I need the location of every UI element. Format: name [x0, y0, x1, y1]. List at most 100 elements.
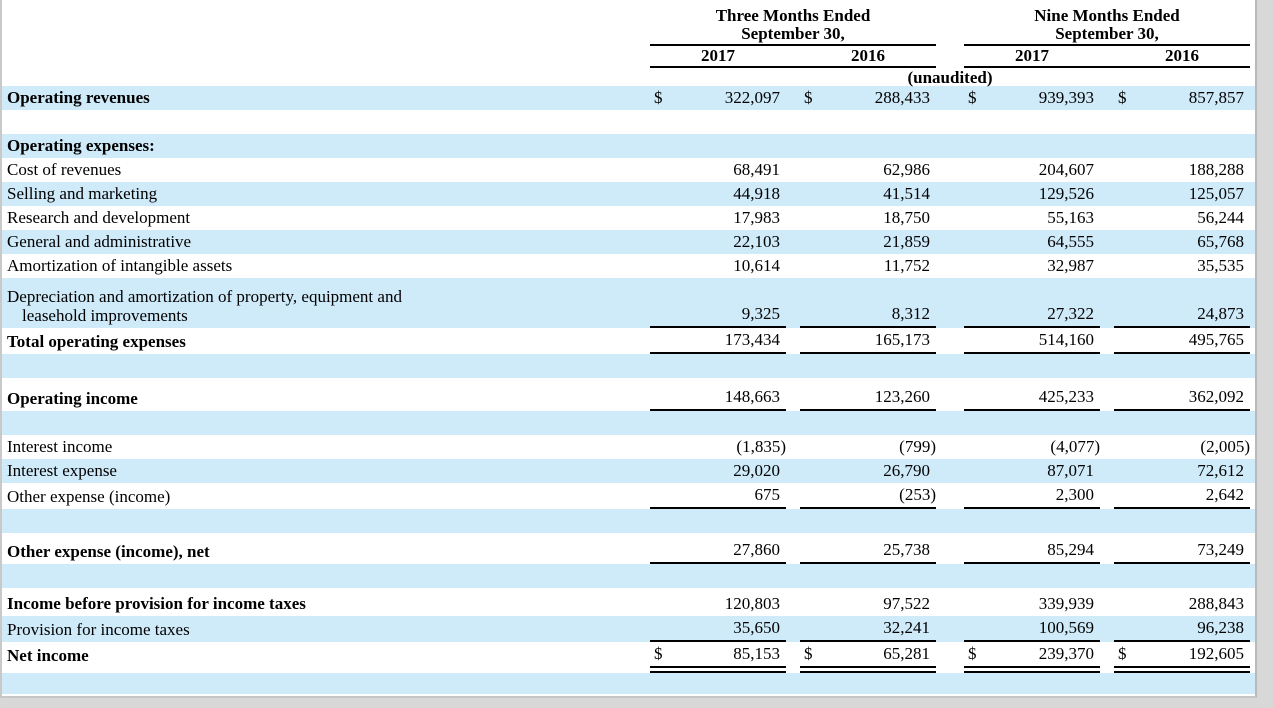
value-cell: 64,555 — [964, 232, 1100, 254]
cell-value: 27,322 — [1047, 304, 1094, 323]
cell-value: 96,238 — [1197, 618, 1244, 637]
column-gap — [786, 158, 800, 182]
year-header: 2016 — [851, 46, 885, 65]
value-cell: 17,983 — [650, 208, 786, 230]
cell-value: 339,939 — [1038, 594, 1094, 613]
cell-value: 25,738 — [883, 540, 930, 559]
cell-value: 56,244 — [1197, 208, 1244, 227]
table-row: Depreciation and amortization of propert… — [2, 278, 1255, 328]
value-cell: 188,288 — [1114, 160, 1250, 182]
column-gap — [786, 134, 800, 158]
cell-value: 18,750 — [883, 208, 930, 227]
table-row: Other expense (income) 675 (253) 2,300 2,642 — [2, 483, 1255, 509]
row-right-margin — [1250, 642, 1255, 668]
column-gap — [1100, 278, 1114, 328]
column-gap — [1100, 47, 1114, 64]
table-row: Research and development 17,983 18,750 55,1… — [2, 206, 1255, 230]
cell-value: 22,103 — [733, 232, 780, 251]
value-cell: 173,434 — [650, 330, 786, 354]
table-row: Income before provision for income taxes… — [2, 592, 1255, 616]
value-cell: 125,057 — [1114, 184, 1250, 206]
value-cell: 8,312 — [800, 304, 936, 328]
column-gap — [936, 483, 964, 509]
column-gap — [786, 206, 800, 230]
spacer-row — [2, 411, 1255, 435]
value-cell: 129,526 — [964, 184, 1100, 206]
column-gap — [786, 47, 800, 64]
row-label: Depreciation and amortization of propert… — [2, 287, 650, 328]
row-label: Amortization of intangible assets — [7, 256, 233, 275]
value-cell: $322,097 — [650, 88, 786, 110]
value-cell: 495,765 — [1114, 330, 1250, 354]
column-gap — [936, 328, 964, 354]
column-gap — [786, 592, 800, 616]
cell-value: 8,312 — [891, 304, 930, 323]
cell-value: 857,857 — [1188, 88, 1244, 107]
column-gap — [786, 459, 800, 483]
value-cell: 204,607 — [964, 160, 1100, 182]
column-gap — [936, 230, 964, 254]
column-gap — [936, 254, 964, 278]
cell-value: (4,077) — [1050, 437, 1100, 456]
value-cell: 9,325 — [650, 304, 786, 328]
cell-value: 24,873 — [1197, 304, 1244, 323]
value-cell: 120,803 — [650, 594, 786, 616]
value-cell: 675 — [650, 485, 786, 509]
table-row: Cost of revenues 68,491 62,986 204,607 188,2… — [2, 158, 1255, 182]
value-cell: 24,873 — [1114, 304, 1250, 328]
value-cell: 62,986 — [800, 160, 936, 182]
cell-value: 2,300 — [1055, 485, 1094, 504]
table-row: Interest expense 29,020 26,790 87,071 72,612 — [2, 459, 1255, 483]
column-gap — [1100, 385, 1114, 411]
value-cell: 29,020 — [650, 461, 786, 483]
row-label: Research and development — [7, 208, 191, 227]
value-cell: 73,249 — [1114, 540, 1250, 564]
cell-value: 204,607 — [1038, 160, 1094, 179]
unaudited-note: (unaudited) — [907, 68, 993, 87]
group-title-line1: Three Months Ended — [715, 6, 871, 25]
cell-value: 72,612 — [1197, 461, 1244, 480]
row-right-margin — [1250, 483, 1255, 509]
cell-value: (253) — [899, 485, 936, 504]
table-row: Provision for income taxes 35,650 32,241 10… — [2, 616, 1255, 642]
row-right-margin — [1250, 254, 1255, 278]
cell-value: 495,765 — [1188, 330, 1244, 349]
column-gap — [936, 616, 964, 642]
column-gap — [786, 230, 800, 254]
dollar-sign: $ — [804, 644, 813, 663]
value-cell: 10,614 — [650, 256, 786, 278]
column-gap — [936, 435, 964, 459]
cell-value: 35,650 — [733, 618, 780, 637]
table-row: General and administrative 22,103 21,859 64… — [2, 230, 1255, 254]
spacer-row — [2, 564, 1255, 588]
cell-value: 939,393 — [1038, 88, 1094, 107]
spacer-row — [2, 509, 1255, 533]
value-cell: (799) — [800, 437, 936, 459]
cell-value: 11,752 — [883, 256, 930, 275]
year-header-group: 2017 2016 — [650, 47, 936, 68]
row-label: Provision for income taxes — [7, 620, 190, 639]
cell-value: 192,605 — [1188, 644, 1244, 663]
cell-value: 125,057 — [1188, 184, 1244, 203]
dollar-sign: $ — [804, 88, 813, 107]
value-cell: 123,260 — [800, 387, 936, 411]
value-cell — [964, 155, 1100, 158]
cell-value: 188,288 — [1188, 160, 1244, 179]
row-right-margin — [1250, 435, 1255, 459]
value-cell: 65,768 — [1114, 232, 1250, 254]
cell-value: 35,535 — [1197, 256, 1244, 275]
column-gap — [786, 278, 800, 328]
spacer-row — [2, 110, 1255, 134]
row-right-margin — [1250, 230, 1255, 254]
cell-value: 129,526 — [1038, 184, 1094, 203]
value-cell: 339,939 — [964, 594, 1100, 616]
cell-value: 239,370 — [1038, 644, 1094, 663]
column-gap — [786, 538, 800, 564]
column-gap — [936, 158, 964, 182]
value-cell: 21,859 — [800, 232, 936, 254]
row-right-margin — [1250, 592, 1255, 616]
column-gap — [1100, 459, 1114, 483]
cell-value: 87,071 — [1047, 461, 1094, 480]
value-cell: 425,233 — [964, 387, 1100, 411]
value-cell: 25,738 — [800, 540, 936, 564]
